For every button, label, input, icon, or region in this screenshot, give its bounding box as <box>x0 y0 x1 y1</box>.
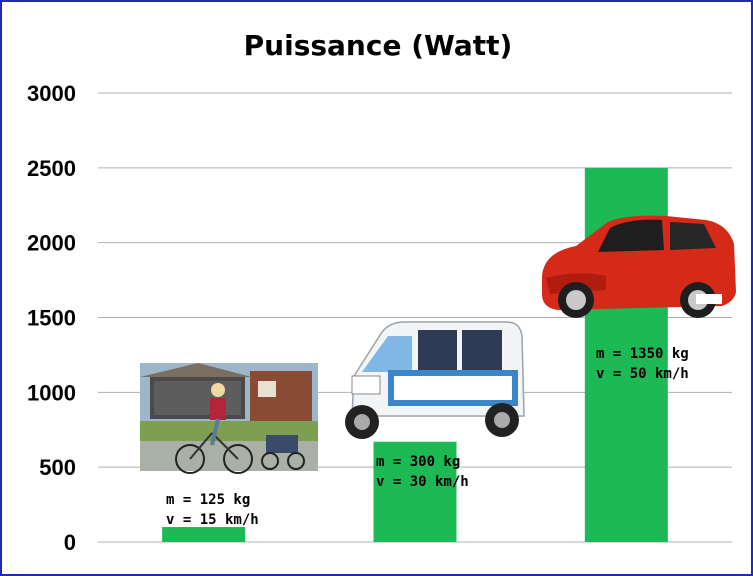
y-tick-label: 3000 <box>27 81 76 106</box>
bar-annotation-line2: v = 50 km/h <box>596 366 689 382</box>
bar-annotation-line2: v = 30 km/h <box>376 474 469 490</box>
chart-title: Puissance (Watt) <box>244 29 513 62</box>
bar-annotation-line1: m = 300 kg <box>376 454 460 470</box>
red-hatchback-car-photo <box>542 215 736 318</box>
y-tick-label: 2000 <box>27 231 76 256</box>
bicycle-with-trailer-photo <box>140 363 318 474</box>
bar-annotation-line1: m = 1350 kg <box>596 346 689 362</box>
y-tick-label: 0 <box>64 530 76 555</box>
y-tick-label: 2500 <box>27 156 76 181</box>
bar <box>162 527 246 542</box>
bar-annotation-line2: v = 15 km/h <box>166 512 259 528</box>
bar-annotation-line1: m = 125 kg <box>166 492 250 508</box>
electric-microcar-photo <box>345 321 525 439</box>
y-tick-label: 1000 <box>27 380 76 405</box>
y-tick-label: 500 <box>39 455 76 480</box>
bar-annotations: m = 125 kg v = 15 km/h m = 300 kg v = 30 km… <box>166 346 689 528</box>
y-tick-label: 1500 <box>27 306 76 331</box>
bar <box>373 441 457 542</box>
y-axis-ticks: 0 500 1000 1500 2000 2500 3000 <box>27 81 76 555</box>
